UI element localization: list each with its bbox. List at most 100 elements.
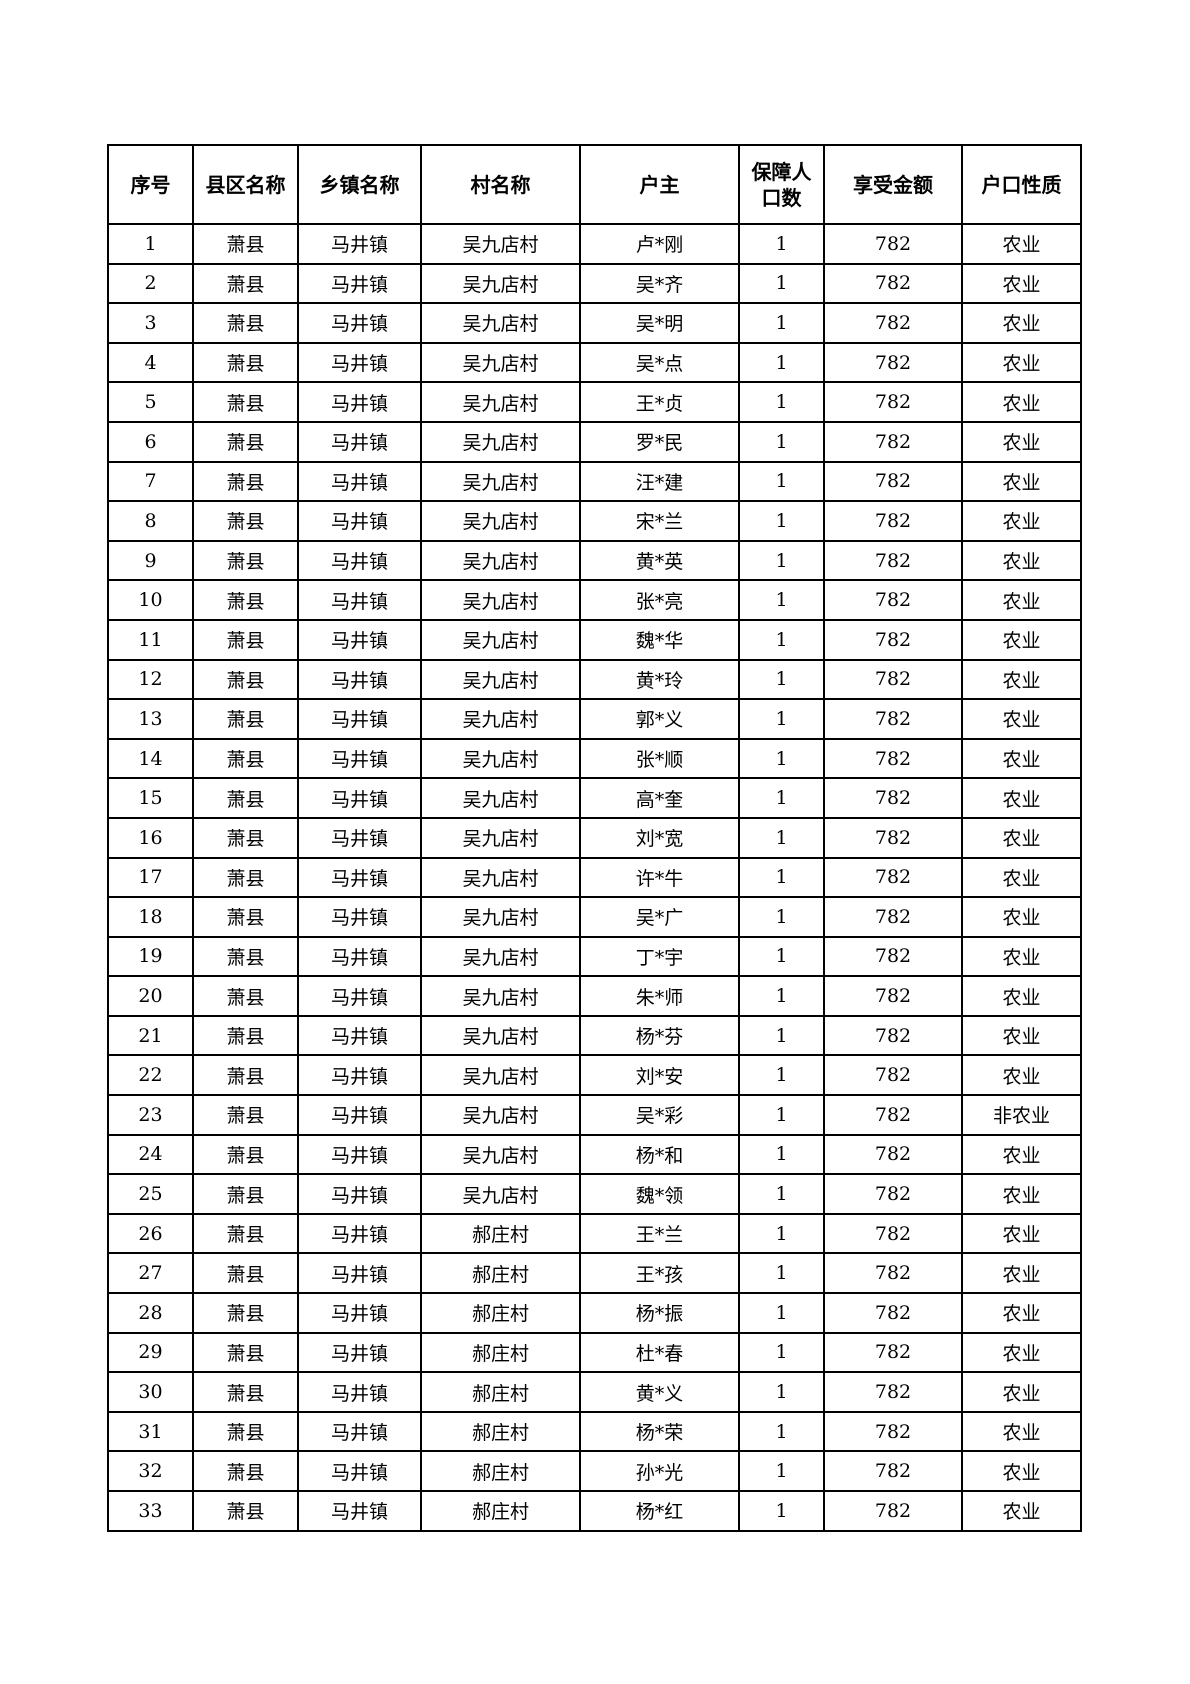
cell-householder: 丁*宇	[579, 935, 740, 978]
cell-town: 马井镇	[297, 1490, 422, 1532]
cell-householder: 吴*点	[579, 341, 740, 384]
header-householder: 户主	[579, 144, 740, 225]
header-population-line1: 保障人	[751, 159, 812, 184]
cell-county: 萧县	[192, 341, 299, 384]
table-row: 4 萧县 马井镇 吴九店村 吴*点 1 782 农业	[107, 341, 1082, 384]
cell-town: 马井镇	[297, 737, 422, 780]
cell-town: 马井镇	[297, 1173, 422, 1215]
cell-householder: 卢*刚	[579, 223, 740, 265]
cell-household-type: 农业	[961, 698, 1082, 740]
cell-householder: 王*贞	[579, 381, 740, 423]
cell-population: 1	[738, 1490, 825, 1532]
cell-amount: 782	[823, 618, 963, 661]
table-row: 1 萧县 马井镇 吴九店村 卢*刚 1 782 农业	[107, 223, 1082, 265]
cell-index: 15	[107, 777, 194, 819]
table-row: 2 萧县 马井镇 吴九店村 吴*齐 1 782 农业	[107, 262, 1082, 305]
cell-county: 萧县	[192, 1212, 299, 1255]
cell-householder: 刘*宽	[579, 816, 740, 859]
cell-population: 1	[738, 1014, 825, 1057]
table-row: 18 萧县 马井镇 吴九店村 吴*广 1 782 农业	[107, 896, 1082, 938]
cell-village: 吴九店村	[420, 975, 581, 1017]
cell-householder: 孙*光	[579, 1450, 740, 1492]
cell-household-type: 农业	[961, 1292, 1082, 1334]
table-row: 10 萧县 马井镇 吴九店村 张*亮 1 782 农业	[107, 579, 1082, 621]
cell-population: 1	[738, 460, 825, 503]
cell-index: 26	[107, 1212, 194, 1255]
cell-population: 1	[738, 777, 825, 819]
cell-county: 萧县	[192, 1094, 299, 1136]
table-row: 15 萧县 马井镇 吴九店村 高*奎 1 782 农业	[107, 777, 1082, 819]
header-village: 村名称	[420, 144, 581, 225]
cell-population: 1	[738, 500, 825, 542]
cell-householder: 吴*广	[579, 896, 740, 938]
cell-householder: 杨*振	[579, 1292, 740, 1334]
cell-index: 33	[107, 1490, 194, 1532]
cell-town: 马井镇	[297, 1252, 422, 1295]
cell-householder: 杨*和	[579, 1133, 740, 1176]
cell-household-type: 农业	[961, 223, 1082, 265]
cell-amount: 782	[823, 341, 963, 384]
cell-village: 吴九店村	[420, 1133, 581, 1176]
cell-town: 马井镇	[297, 1292, 422, 1334]
cell-town: 马井镇	[297, 262, 422, 305]
cell-index: 7	[107, 460, 194, 503]
cell-county: 萧县	[192, 1450, 299, 1492]
cell-town: 马井镇	[297, 975, 422, 1017]
cell-amount: 782	[823, 262, 963, 305]
cell-amount: 782	[823, 1410, 963, 1453]
table-row: 26 萧县 马井镇 郝庄村 王*兰 1 782 农业	[107, 1212, 1082, 1255]
cell-population: 1	[738, 935, 825, 978]
cell-village: 吴九店村	[420, 737, 581, 780]
cell-county: 萧县	[192, 1410, 299, 1453]
cell-county: 萧县	[192, 579, 299, 621]
cell-householder: 杨*芬	[579, 1014, 740, 1057]
cell-county: 萧县	[192, 1252, 299, 1295]
table-row: 13 萧县 马井镇 吴九店村 郭*义 1 782 农业	[107, 698, 1082, 740]
cell-county: 萧县	[192, 500, 299, 542]
cell-amount: 782	[823, 381, 963, 423]
cell-county: 萧县	[192, 975, 299, 1017]
cell-town: 马井镇	[297, 1410, 422, 1453]
cell-village: 吴九店村	[420, 420, 581, 463]
cell-index: 6	[107, 420, 194, 463]
header-town: 乡镇名称	[297, 144, 422, 225]
table-row: 22 萧县 马井镇 吴九店村 刘*安 1 782 农业	[107, 1054, 1082, 1097]
table-row: 17 萧县 马井镇 吴九店村 许*牛 1 782 农业	[107, 856, 1082, 899]
cell-householder: 魏*领	[579, 1173, 740, 1215]
cell-population: 1	[738, 1094, 825, 1136]
cell-county: 萧县	[192, 460, 299, 503]
cell-population: 1	[738, 579, 825, 621]
table-row: 12 萧县 马井镇 吴九店村 黄*玲 1 782 农业	[107, 658, 1082, 701]
table-row: 28 萧县 马井镇 郝庄村 杨*振 1 782 农业	[107, 1292, 1082, 1334]
header-amount: 享受金额	[823, 144, 963, 225]
cell-town: 马井镇	[297, 856, 422, 899]
cell-county: 萧县	[192, 1331, 299, 1374]
cell-index: 10	[107, 579, 194, 621]
header-population-line2: 口数	[761, 185, 802, 210]
cell-town: 马井镇	[297, 1450, 422, 1492]
cell-index: 17	[107, 856, 194, 899]
cell-amount: 782	[823, 935, 963, 978]
cell-village: 吴九店村	[420, 856, 581, 899]
cell-county: 萧县	[192, 1054, 299, 1097]
cell-amount: 782	[823, 1450, 963, 1492]
cell-household-type: 非农业	[961, 1094, 1082, 1136]
cell-householder: 许*牛	[579, 856, 740, 899]
cell-index: 16	[107, 816, 194, 859]
cell-amount: 782	[823, 1490, 963, 1532]
cell-householder: 杨*红	[579, 1490, 740, 1532]
cell-town: 马井镇	[297, 1331, 422, 1374]
cell-village: 吴九店村	[420, 223, 581, 265]
cell-village: 吴九店村	[420, 341, 581, 384]
cell-population: 1	[738, 1054, 825, 1097]
cell-town: 马井镇	[297, 1212, 422, 1255]
cell-population: 1	[738, 223, 825, 265]
cell-village: 郝庄村	[420, 1252, 581, 1295]
cell-household-type: 农业	[961, 381, 1082, 423]
cell-index: 11	[107, 618, 194, 661]
cell-household-type: 农业	[961, 302, 1082, 344]
cell-village: 郝庄村	[420, 1450, 581, 1492]
cell-village: 郝庄村	[420, 1212, 581, 1255]
table-row: 23 萧县 马井镇 吴九店村 吴*彩 1 782 非农业	[107, 1094, 1082, 1136]
table-row: 30 萧县 马井镇 郝庄村 黄*义 1 782 农业	[107, 1371, 1082, 1413]
